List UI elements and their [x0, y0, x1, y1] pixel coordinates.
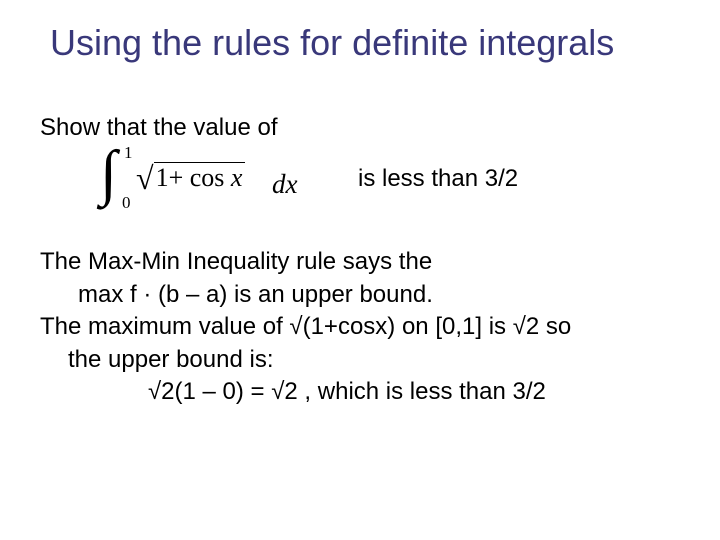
integral-sign-icon: ∫: [100, 142, 117, 204]
radicand: 1+ cos x: [154, 162, 246, 191]
integral-row: ∫ 1 0 √ 1+ cos x dx is less than 3/2: [40, 146, 680, 212]
slide-body: Show that the value of ∫ 1 0 √ 1+ cos x …: [40, 112, 680, 408]
slide-title: Using the rules for definite integrals: [50, 22, 690, 64]
explain-line-4: √2(1 – 0) = √2 , which is less than 3/2: [40, 376, 680, 408]
radical-icon: √: [136, 164, 154, 193]
tail-text: is less than 3/2: [358, 163, 518, 195]
slide: Using the rules for definite integrals S…: [0, 0, 720, 540]
integral-lower-limit: 0: [122, 192, 131, 215]
integral-expression: ∫ 1 0 √ 1+ cos x dx: [100, 146, 350, 212]
dx: dx: [272, 166, 297, 202]
explain-line-3a: The maximum value of √(1+cosx) on [0,1] …: [40, 311, 680, 343]
sqrt-expression: √ 1+ cos x: [136, 162, 245, 191]
explain-line-3b: the upper bound is:: [40, 344, 680, 376]
explain-line-2: max f · (b – a) is an upper bound.: [40, 279, 680, 311]
prompt-text: Show that the value of: [40, 112, 680, 144]
explanation: The Max-Min Inequality rule says the max…: [40, 246, 680, 408]
explain-line-1: The Max-Min Inequality rule says the: [40, 246, 680, 278]
integral-upper-limit: 1: [124, 142, 133, 165]
